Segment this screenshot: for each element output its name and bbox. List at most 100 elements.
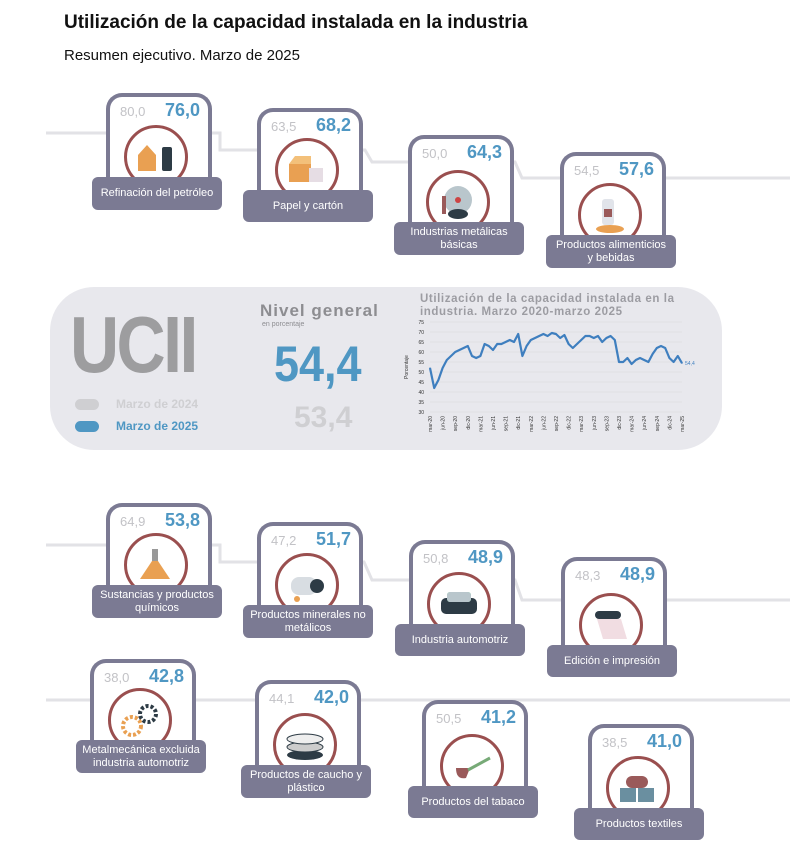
data-point	[505, 341, 507, 343]
data-point	[593, 337, 595, 339]
data-point	[463, 347, 465, 349]
data-point	[437, 379, 439, 381]
end-value-label: 54,4	[685, 361, 695, 367]
data-point	[484, 343, 486, 345]
x-tick-label: sep-22	[554, 416, 560, 432]
x-tick-label: mar-25	[680, 416, 686, 432]
x-tick-label: jun-23	[592, 416, 598, 431]
sector-label: Industrias metálicas básicas	[394, 222, 524, 255]
data-point	[668, 357, 670, 359]
previous-value: 48,3	[575, 568, 601, 583]
connector-top	[46, 131, 790, 180]
data-point	[610, 335, 612, 337]
sector-label: Productos textiles	[574, 808, 704, 840]
previous-value: 63,5	[271, 119, 297, 134]
data-point	[526, 345, 528, 347]
data-point	[458, 349, 460, 351]
x-tick-label: sep-20	[453, 416, 459, 432]
data-point	[442, 367, 444, 369]
current-value: 48,9	[467, 547, 503, 567]
data-point	[547, 335, 549, 337]
page-subtitle: Resumen ejecutivo. Marzo de 2025	[64, 47, 300, 64]
data-point	[647, 361, 649, 363]
x-tick-label: dic-23	[617, 416, 623, 430]
data-point	[622, 361, 624, 363]
x-tick-label: jun-22	[541, 416, 547, 431]
ucii-logo: UCII	[70, 300, 198, 389]
previous-value: 50,5	[436, 711, 462, 726]
data-point	[631, 363, 633, 365]
current-value: 51,7	[315, 529, 351, 549]
data-point	[509, 339, 511, 341]
x-tick-label: dic-22	[567, 416, 573, 430]
data-point	[429, 367, 431, 369]
data-point	[450, 355, 452, 357]
data-point	[467, 345, 469, 347]
x-tick-label: dic-21	[516, 416, 522, 430]
data-point	[454, 351, 456, 353]
summary-panel: UCII Marzo de 2024 Marzo de 2025 Nivel g…	[50, 287, 722, 450]
data-point	[488, 345, 490, 347]
previous-value: 54,5	[574, 163, 600, 178]
chart-title: Utilización de la capacidad instalada en…	[420, 293, 675, 318]
data-point	[534, 337, 536, 339]
y-tick-label: 70	[418, 330, 424, 336]
connector-middle	[46, 543, 790, 602]
data-point	[500, 343, 502, 345]
previous-value: 80,0	[120, 104, 146, 119]
x-tick-label: mar-22	[529, 416, 535, 432]
data-point	[584, 335, 586, 337]
data-point	[513, 341, 515, 343]
data-point	[568, 343, 570, 345]
x-tick-label: jun-21	[491, 416, 497, 431]
data-point	[496, 343, 498, 345]
data-point	[517, 333, 519, 335]
y-tick-label: 65	[418, 340, 424, 346]
current-value: 76,0	[164, 100, 200, 120]
previous-value: 38,5	[602, 735, 628, 750]
data-point	[576, 343, 578, 345]
sector-label: Industria automotriz	[395, 624, 525, 656]
sector-label: Edición e impresión	[547, 645, 677, 677]
data-point	[471, 355, 473, 357]
data-point	[626, 357, 628, 359]
current-value: 41,0	[646, 731, 682, 751]
y-tick-label: 35	[418, 400, 424, 406]
data-point	[643, 359, 645, 361]
x-tick-label: jun-24	[642, 416, 648, 431]
x-tick-label: mar-21	[478, 416, 484, 432]
y-tick-label: 50	[418, 370, 424, 376]
previous-value: 64,9	[120, 514, 146, 529]
data-point	[614, 339, 616, 341]
x-tick-label: dic-24	[667, 416, 673, 430]
level-unit: en porcentaje	[262, 321, 305, 328]
x-tick-label: mar-24	[630, 416, 636, 432]
current-value: 42,8	[148, 666, 184, 686]
previous-value: 38,0	[104, 670, 130, 685]
x-tick-label: sep-24	[655, 416, 661, 432]
y-axis-label: Porcentaje	[404, 355, 410, 379]
sector-label: Productos minerales no metálicos	[243, 605, 373, 638]
card-frame: 80,0 76,0	[106, 93, 212, 181]
legend-label-2025: Marzo de 2025	[116, 419, 199, 433]
x-tick-label: mar-23	[579, 416, 585, 432]
data-point	[563, 334, 565, 336]
data-point	[530, 339, 532, 341]
previous-value: 50,8	[423, 551, 449, 566]
data-point	[538, 335, 540, 337]
sector-label: Refinación del petróleo	[92, 177, 222, 210]
y-tick-label: 30	[418, 410, 424, 416]
previous-level-value: 53,4	[294, 401, 353, 434]
data-point	[492, 349, 494, 351]
data-point	[660, 345, 662, 347]
data-point	[475, 357, 477, 359]
data-point	[681, 362, 683, 364]
data-point	[521, 355, 523, 357]
data-point	[551, 332, 553, 334]
data-point	[446, 359, 448, 361]
sector-label: Metalmecánica excluida industria automot…	[76, 740, 206, 773]
data-point	[677, 355, 679, 357]
data-point	[597, 335, 599, 337]
sector-label: Sustancias y productos químicos	[92, 585, 222, 618]
data-point	[433, 387, 435, 389]
